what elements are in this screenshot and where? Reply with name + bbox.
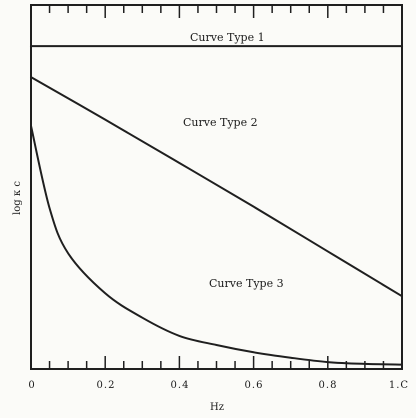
x-axis-label: Hz bbox=[210, 402, 224, 413]
x-tick-label-0-4: 0.4 bbox=[171, 380, 190, 391]
series-line-curve-type-3 bbox=[30, 124, 403, 366]
x-tick-label-1-0: 1.C bbox=[389, 380, 409, 391]
plot-frame bbox=[30, 4, 403, 370]
curve-label-type-2: Curve Type 2 bbox=[183, 116, 258, 129]
curve-label-type-1: Curve Type 1 bbox=[190, 31, 265, 44]
y-axis-label: log κ c bbox=[12, 181, 23, 215]
series-line-curve-type-2 bbox=[30, 76, 403, 298]
curve-label-type-3: Curve Type 3 bbox=[209, 277, 284, 290]
series-lines bbox=[30, 45, 403, 366]
x-tick-label-0-8: 0.8 bbox=[319, 380, 338, 391]
top-ticks bbox=[30, 5, 403, 18]
x-tick-labels: 0 0.2 0.4 0.6 0.8 1.C bbox=[28, 380, 409, 391]
x-tick-label-0: 0 bbox=[28, 380, 35, 391]
x-tick-label-0-6: 0.6 bbox=[245, 380, 264, 391]
x-tick-label-0-2: 0.2 bbox=[97, 380, 116, 391]
